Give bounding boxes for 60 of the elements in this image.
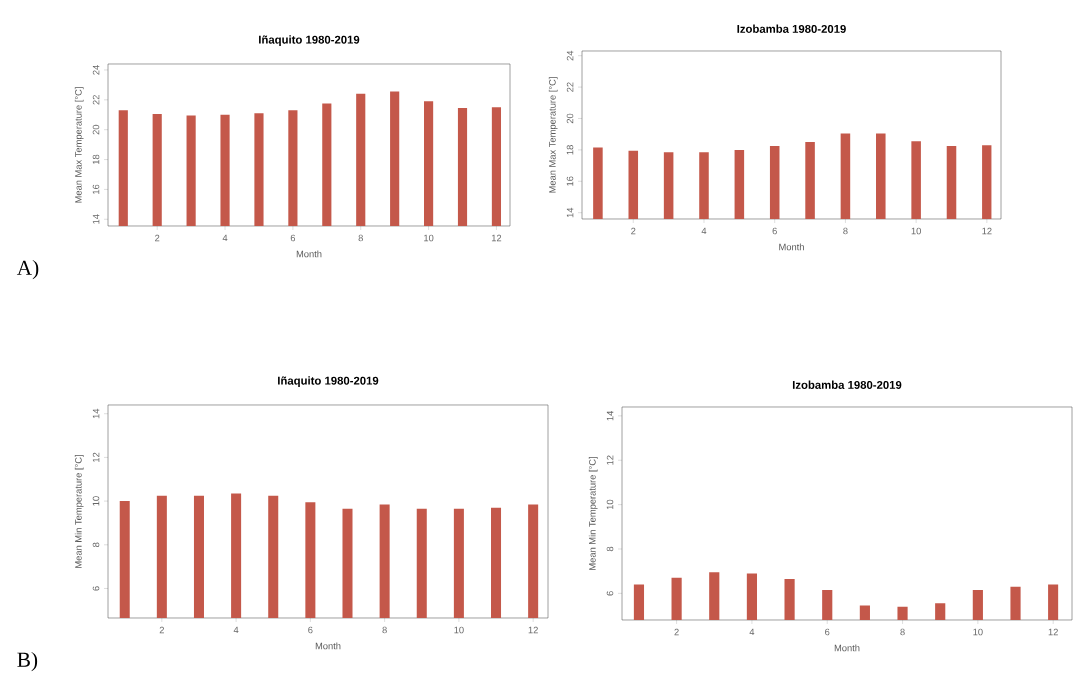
y-axis-title: Mean Max Temperature [°C] — [74, 87, 84, 203]
chart-title: Izobamba 1980-2019 — [792, 380, 902, 389]
x-tick-label: 2 — [159, 626, 164, 634]
x-tick-label: 10 — [973, 628, 983, 636]
x-tick-label: 6 — [825, 628, 830, 636]
y-tick-label: 10 — [92, 496, 100, 506]
x-tick-label: 4 — [222, 234, 228, 242]
x-tick-label: 6 — [308, 626, 313, 634]
x-tick-label: 6 — [772, 227, 777, 235]
x-tick-label: 4 — [233, 626, 239, 634]
x-tick-label: 10 — [911, 227, 921, 235]
chart-title: Izobamba 1980-2019 — [737, 24, 846, 33]
x-tick-label: 4 — [701, 227, 707, 235]
y-tick-label: 20 — [92, 124, 100, 135]
y-tick-label: 12 — [92, 452, 100, 462]
y-tick-label: 16 — [92, 184, 100, 194]
y-tick-label: 24 — [566, 50, 574, 61]
y-tick-label: 14 — [606, 410, 614, 421]
y-tick-label: 6 — [92, 586, 100, 591]
y-axis-title: Mean Max Temperature [°C] — [548, 77, 558, 193]
x-axis-title: Month — [296, 250, 322, 258]
x-tick-label: 12 — [528, 626, 538, 634]
text: B) — [17, 651, 38, 672]
x-tick-label: 2 — [155, 234, 160, 242]
x-tick-label: 2 — [631, 227, 636, 235]
y-tick-label: 24 — [92, 65, 100, 75]
x-tick-label: 10 — [454, 626, 464, 634]
x-tick-label: 2 — [674, 628, 679, 636]
y-tick-label: 14 — [92, 408, 100, 419]
y-tick-label: 20 — [566, 113, 574, 124]
y-tick-label: 18 — [566, 145, 574, 155]
y-tick-label: 8 — [606, 546, 614, 552]
x-tick-label: 8 — [843, 227, 848, 235]
y-tick-label: 22 — [566, 82, 574, 92]
x-axis-title: Month — [834, 644, 860, 652]
y-axis-title: Mean Min Temperature [°C] — [74, 455, 84, 568]
x-tick-label: 8 — [358, 234, 363, 242]
x-tick-label: 12 — [491, 234, 502, 242]
y-tick-label: 12 — [606, 455, 614, 465]
y-tick-label: 16 — [566, 176, 574, 186]
x-tick-label: 12 — [1048, 628, 1058, 636]
x-axis-title: Month — [315, 642, 341, 650]
y-tick-label: 14 — [92, 214, 100, 224]
y-tick-label: 14 — [566, 207, 574, 218]
x-axis-title: Month — [779, 243, 804, 251]
y-axis-title: Mean Min Temperature [°C] — [588, 457, 598, 570]
y-tick-label: 8 — [92, 542, 100, 547]
y-tick-label: 10 — [606, 499, 614, 510]
chart-title: Iñaquito 1980-2019 — [278, 376, 379, 387]
y-tick-label: 18 — [92, 154, 100, 165]
y-tick-label: 22 — [92, 95, 100, 105]
x-tick-label: 8 — [900, 628, 905, 636]
x-tick-label: 4 — [749, 628, 755, 636]
x-tick-label: 10 — [424, 234, 434, 242]
chart-title: Iñaquito 1980-2019 — [259, 35, 360, 46]
x-tick-label: 6 — [290, 234, 296, 242]
x-tick-label: 8 — [382, 626, 387, 634]
text: A) — [16, 259, 39, 280]
x-tick-label: 12 — [982, 227, 992, 235]
y-tick-label: 6 — [606, 591, 614, 596]
